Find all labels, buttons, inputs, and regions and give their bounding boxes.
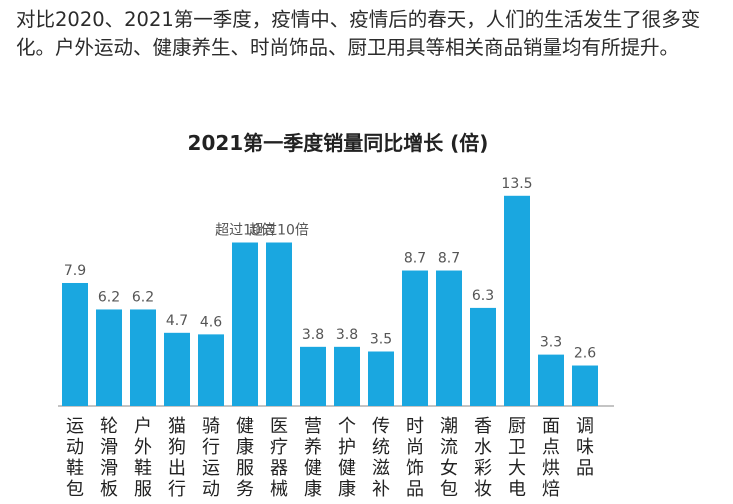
- bar-2: [130, 309, 156, 406]
- category-label-11: 潮流女包: [440, 416, 458, 500]
- category-label-6: 医疗器械: [270, 416, 288, 500]
- bar-0: [62, 282, 88, 406]
- value-label-0: 7.9: [64, 263, 86, 279]
- category-label-15: 调味品: [576, 416, 594, 479]
- bar-9: [368, 351, 394, 406]
- category-label-12: 香水彩妆: [474, 416, 492, 500]
- category-label-8: 个护健康: [338, 416, 356, 500]
- value-label-8: 3.8: [336, 327, 358, 343]
- value-label-9: 3.5: [370, 332, 392, 348]
- value-label-10: 8.7: [404, 251, 426, 267]
- category-label-3: 猫狗出行: [168, 416, 186, 500]
- value-label-15: 2.6: [574, 346, 596, 362]
- bar-10: [402, 270, 428, 406]
- category-label-14: 面点烘焙: [542, 416, 560, 500]
- value-label-14: 3.3: [540, 335, 562, 351]
- bar-4: [198, 334, 224, 406]
- category-label-0: 运动鞋包: [66, 416, 84, 500]
- bar-5: [232, 242, 258, 406]
- value-label-4: 4.6: [200, 314, 222, 330]
- bar-6: [266, 242, 292, 406]
- bar-13: [504, 195, 530, 406]
- bar-7: [300, 346, 326, 406]
- value-label-2: 6.2: [132, 289, 154, 305]
- bar-12: [470, 307, 496, 406]
- bar-14: [538, 354, 564, 406]
- category-label-9: 传统滋补: [372, 416, 390, 500]
- value-label-5: 超过10倍: [215, 223, 275, 239]
- bar-8: [334, 346, 360, 406]
- category-label-1: 轮滑滑板: [100, 416, 118, 500]
- value-label-3: 4.7: [166, 313, 188, 329]
- bar-11: [436, 270, 462, 406]
- bar-3: [164, 332, 190, 406]
- bar-15: [572, 365, 598, 406]
- bar-1: [96, 309, 122, 406]
- category-label-2: 户外鞋服: [134, 416, 152, 500]
- value-label-1: 6.2: [98, 289, 120, 305]
- category-label-5: 健康服务: [236, 416, 254, 500]
- value-label-7: 3.8: [302, 327, 324, 343]
- value-label-12: 6.3: [472, 288, 494, 304]
- category-label-13: 厨卫大电: [508, 416, 526, 500]
- category-label-7: 营养健康: [304, 416, 322, 500]
- value-label-11: 8.7: [438, 251, 460, 267]
- intro-paragraph: 对比2020、2021第一季度，疫情中、疫情后的春天，人们的生活发生了很多变化。…: [16, 8, 701, 59]
- value-label-13: 13.5: [501, 176, 532, 192]
- category-label-10: 时尚饰品: [406, 416, 424, 500]
- value-label-6: 超过10倍: [249, 223, 309, 239]
- chart-title: 2021第一季度销量同比增长 (倍): [188, 131, 489, 155]
- category-label-4: 骑行运动: [202, 416, 220, 500]
